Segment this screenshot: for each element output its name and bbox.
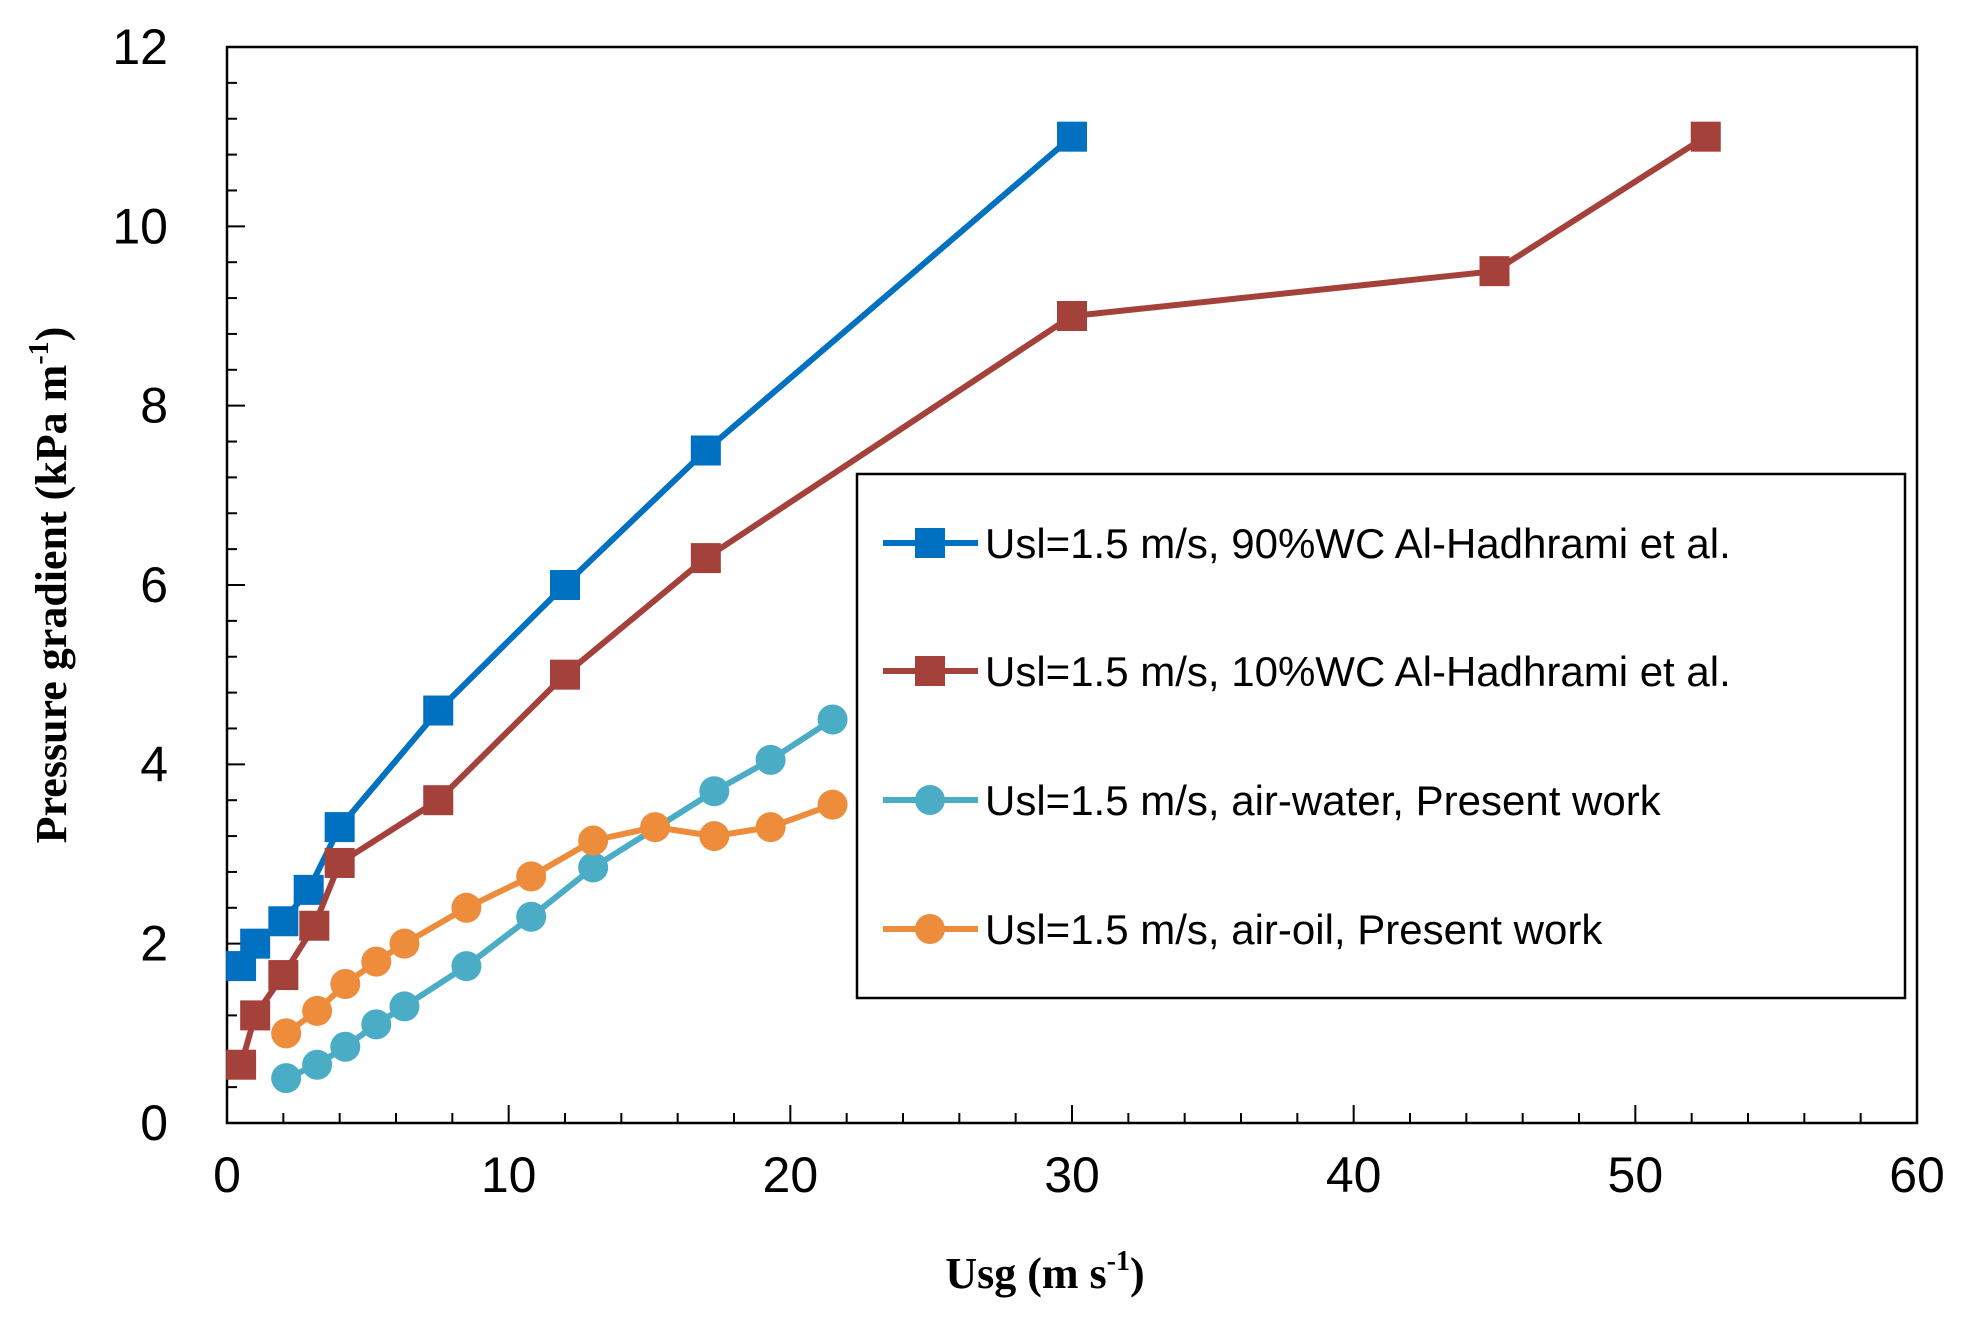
y-tick-label: 10 [112, 198, 168, 254]
legend-entries: Usl=1.5 m/s, 90%WC Al-Hadhrami et al. Usl… [883, 520, 1731, 953]
data-point [330, 1031, 361, 1062]
legend-label: Usl=1.5 m/s, 10%WC Al-Hadhrami et al. [985, 648, 1731, 695]
y-tick-label: 4 [140, 736, 168, 792]
data-point [268, 960, 299, 991]
data-point [389, 928, 420, 959]
legend-entry: Usl=1.5 m/s, 10%WC Al-Hadhrami et al. [883, 648, 1731, 695]
legend-label: Usl=1.5 m/s, air-water, Present work [985, 777, 1662, 824]
data-point [1057, 301, 1087, 331]
legend-label: Usl=1.5 m/s, air-oil, Present work [985, 906, 1603, 953]
y-tick-label: 8 [140, 378, 168, 434]
data-point [299, 910, 330, 941]
data-point [1690, 121, 1721, 152]
x-tick-label: 60 [1889, 1147, 1945, 1203]
legend-swatch-marker [915, 656, 945, 686]
data-point [423, 785, 454, 816]
data-point [271, 1063, 302, 1094]
data-point [699, 821, 730, 852]
x-tick-label: 40 [1326, 1147, 1382, 1203]
series-4 [271, 789, 848, 1049]
y-tick-label: 2 [140, 916, 168, 972]
legend-entry: Usl=1.5 m/s, air-water, Present work [883, 777, 1662, 824]
data-point [699, 776, 730, 807]
series-3 [271, 704, 848, 1094]
data-point [550, 570, 580, 600]
data-point [516, 861, 547, 892]
data-point [240, 928, 271, 959]
data-point [690, 543, 721, 574]
data-point [578, 852, 609, 883]
data-point [817, 789, 848, 820]
legend-label: Usl=1.5 m/s, 90%WC Al-Hadhrami et al. [985, 520, 1731, 567]
data-point [361, 946, 392, 977]
data-point [690, 435, 721, 466]
y-tick-label: 6 [140, 557, 168, 613]
legend-entry: Usl=1.5 m/s, 90%WC Al-Hadhrami et al. [883, 520, 1731, 567]
data-point [271, 1018, 302, 1049]
legend: Usl=1.5 m/s, 90%WC Al-Hadhrami et al. Usl… [855, 472, 1907, 1000]
data-point [361, 1009, 392, 1040]
data-point [324, 812, 355, 843]
x-tick-label: 0 [213, 1147, 241, 1203]
series-layer [226, 121, 1721, 1094]
data-point [389, 991, 420, 1022]
data-point [451, 951, 482, 982]
data-point [516, 901, 547, 932]
data-point [755, 812, 786, 843]
legend-entry: Usl=1.5 m/s, air-oil, Present work [883, 906, 1603, 953]
legend-swatch-marker [915, 528, 945, 558]
y-tick-label: 0 [140, 1095, 168, 1151]
data-point [302, 995, 333, 1026]
data-point [226, 1049, 257, 1080]
data-point [240, 1000, 271, 1031]
data-point [755, 744, 786, 775]
y-tick-labels: 0 2 4 6 8 10 12 [112, 19, 168, 1151]
x-tick-label: 10 [481, 1147, 537, 1203]
data-point [1479, 256, 1510, 287]
data-point [324, 847, 355, 878]
x-tick-label: 20 [763, 1147, 819, 1203]
data-point [817, 704, 848, 735]
data-point [268, 906, 299, 937]
data-point [330, 969, 361, 1000]
data-point [293, 874, 324, 905]
axis-ticks [226, 46, 1918, 1124]
data-point [550, 659, 580, 690]
data-point [640, 812, 671, 843]
y-axis-title: Pressure gradient (kPa m-1) [24, 327, 76, 844]
legend-box [855, 472, 1907, 1000]
data-point [451, 892, 482, 923]
x-tick-label: 30 [1044, 1147, 1100, 1203]
x-axis-title: Usg (m s-1) [945, 1246, 1144, 1298]
data-point [423, 695, 454, 726]
data-point [1057, 121, 1087, 152]
y-tick-label: 12 [112, 19, 168, 75]
series-1 [226, 121, 1087, 982]
data-point [578, 825, 609, 856]
x-tick-labels: 0 10 20 30 40 50 60 [213, 1147, 1945, 1203]
series-2 [226, 121, 1721, 1080]
legend-swatch-marker [915, 785, 945, 815]
legend-swatch-marker [915, 914, 945, 944]
data-point [302, 1049, 333, 1080]
series-line [284, 801, 834, 1036]
x-tick-label: 50 [1608, 1147, 1664, 1203]
